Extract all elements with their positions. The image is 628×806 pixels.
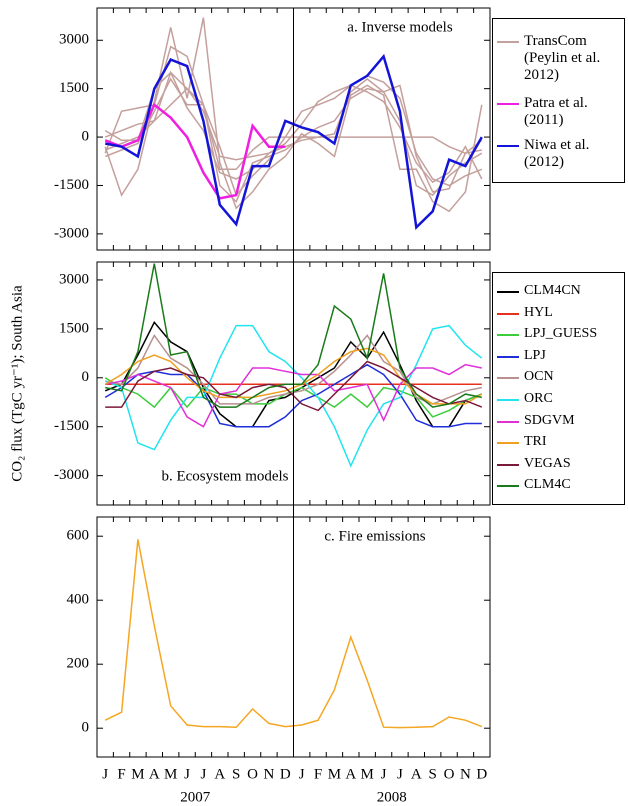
legend-label: SDGVM [524, 412, 575, 428]
legend-label: TransCom (Peylin et al. 2012) [524, 33, 601, 83]
x-tick-label: J [397, 766, 403, 782]
legend-swatch [497, 420, 519, 423]
legend-entry: OCN [497, 369, 554, 385]
legend-swatch [497, 377, 519, 380]
legend: CLM4CN HYL LPJ_GUESS LPJ OCN ORC SDGVM TRI VEGAS… [492, 272, 625, 505]
legend-label: CLM4CN [524, 283, 581, 298]
y-tick-label: -1500 [54, 177, 89, 193]
series-line [104, 102, 286, 200]
legend-label: ORC [524, 391, 553, 406]
x-tick-label: M [328, 766, 341, 782]
legend-label: OCN [524, 369, 554, 385]
legend-entry: SDGVM [497, 413, 575, 429]
legend-entry: VEGAS [497, 456, 571, 472]
legend-swatch [497, 442, 519, 445]
y-tick-label: 0 [82, 369, 90, 385]
x-tick-label: O [247, 766, 258, 782]
legend-entry: HYL [497, 305, 553, 321]
legend-label: LPJ [524, 347, 546, 363]
x-tick-label: M [164, 766, 177, 782]
legend-entry: TransCom (Peylin et al. 2012) [497, 33, 620, 84]
y-axis-label: CO₂ flux (TgC yr⁻¹); South Asia [9, 285, 25, 482]
x-tick-label: J [201, 766, 207, 782]
x-tick-label: J [102, 766, 108, 782]
x-tick-label: A [411, 766, 422, 782]
legend-entry: LPJ_GUESS [497, 326, 597, 342]
y-tick-label: 200 [67, 656, 90, 672]
legend-entry: TRI [497, 434, 547, 450]
x-tick-label: F [314, 766, 322, 782]
y-tick-label: 600 [67, 528, 90, 544]
legend-entry: CLM4C [497, 477, 571, 493]
legend-swatch [497, 463, 519, 466]
y-tick-label: 0 [82, 720, 90, 736]
panel-annotation: b. Ecosystem models [161, 468, 288, 484]
legend-entry: Niwa et al. (2012) [497, 137, 620, 171]
x-tick-label: M [361, 766, 374, 782]
legend-swatch [497, 41, 519, 43]
y-tick-label: 3000 [59, 32, 89, 48]
legend-entry: CLM4CN [497, 283, 581, 299]
panel-annotation: a. Inverse models [347, 19, 453, 35]
x-tick-label: D [280, 766, 291, 782]
x-tick-label: O [444, 766, 455, 782]
legend-label: Niwa et al. (2012) [524, 137, 590, 170]
x-tick-label: S [232, 766, 240, 782]
x-tick-label: J [381, 766, 387, 782]
legend-swatch [497, 399, 519, 401]
x-tick-label: J [299, 766, 305, 782]
y-tick-label: 400 [67, 592, 90, 608]
legend-swatch [497, 145, 519, 147]
legend-swatch [497, 485, 519, 488]
legend-label: CLM4C [524, 477, 571, 493]
x-tick-label: D [476, 766, 487, 782]
x-tick-label: A [149, 766, 160, 782]
x-tick-label: N [264, 766, 275, 782]
legend-label: TRI [524, 434, 547, 450]
year-label: 2008 [377, 789, 407, 805]
y-tick-label: -3000 [54, 225, 89, 241]
legend-entry: ORC [497, 391, 553, 407]
y-tick-label: 1500 [59, 320, 89, 336]
year-label: 2007 [180, 789, 211, 805]
y-tick-label: 0 [82, 129, 90, 145]
legend-swatch [497, 103, 519, 105]
x-tick-label: A [214, 766, 225, 782]
legend-label: HYL [524, 304, 553, 320]
legend-swatch [497, 312, 519, 315]
y-tick-label: 3000 [59, 271, 89, 287]
x-tick-label: J [184, 766, 190, 782]
legend: TransCom (Peylin et al. 2012) Patra et al… [492, 18, 625, 183]
legend-label: VEGAS [524, 455, 571, 471]
legend-entry: LPJ [497, 348, 546, 364]
x-tick-label: A [345, 766, 356, 782]
legend-label: Patra et al. (2011) [524, 95, 588, 128]
x-tick-label: S [429, 766, 437, 782]
legend-label: LPJ_GUESS [524, 326, 598, 342]
y-tick-label: -1500 [54, 418, 89, 434]
legend-swatch [497, 355, 519, 358]
x-tick-label: N [460, 766, 471, 782]
legend-entry: Patra et al. (2011) [497, 95, 620, 129]
legend-swatch [497, 291, 519, 293]
y-tick-label: 1500 [59, 80, 89, 96]
legend-swatch [497, 334, 519, 337]
panel-annotation: c. Fire emissions [324, 528, 425, 544]
x-tick-label: M [131, 766, 144, 782]
x-tick-label: F [117, 766, 125, 782]
y-tick-label: -3000 [54, 467, 89, 483]
